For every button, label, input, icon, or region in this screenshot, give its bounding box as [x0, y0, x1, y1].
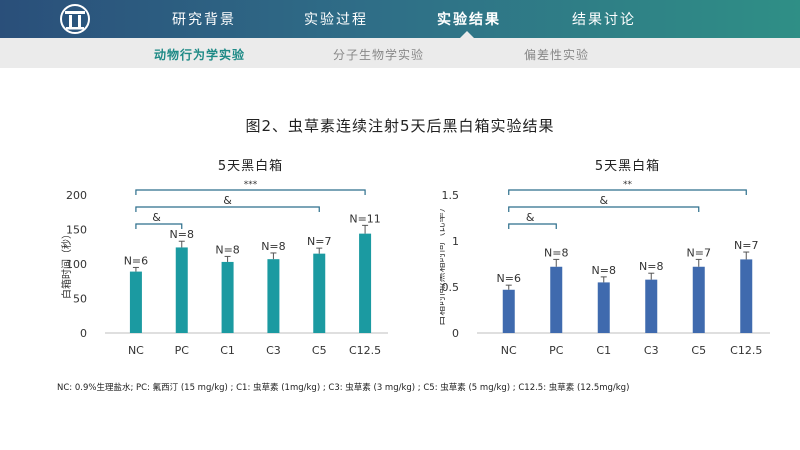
chart-1-significance-bracket [508, 189, 747, 195]
university-logo-icon [60, 4, 90, 34]
chart-0-title: 5天黑白箱 [218, 158, 283, 174]
nav-item-results-discussion[interactable]: 结果讨论 [572, 12, 636, 28]
chart-0-bar-C3 [267, 259, 280, 333]
chart-1-n-label: N=8 [592, 264, 616, 277]
chart-0-significance-bracket [135, 206, 320, 212]
chart-1-y-axis-label: 白箱时间/黑箱时间（比率） [440, 202, 447, 325]
chart-0-n-label: N=8 [215, 243, 239, 256]
chart-1-significance-label: & [526, 211, 535, 224]
chart-0-bar-C5 [313, 253, 326, 333]
chart-1-n-label: N=7 [687, 246, 711, 259]
chart-1-n-label: N=8 [639, 260, 663, 273]
chart-0-bar-C1 [221, 261, 234, 333]
active-nav-caret-icon [460, 31, 474, 38]
chart-0-n-label: N=8 [170, 228, 194, 241]
footnote: NC: 0.9%生理盐水; PC: 氟西汀 (15 mg/kg) ; C1: 虫… [57, 383, 630, 393]
chart-1-y-tick-label: 1 [452, 235, 459, 248]
chart-0-bar-NC [129, 271, 142, 333]
chart-0-category-label: C5 [312, 344, 327, 357]
nav-item-experiment-results[interactable]: 实验结果 [437, 12, 501, 28]
chart-0-bar-PC [175, 247, 188, 333]
nav-item-experiment-process[interactable]: 实验过程 [304, 12, 368, 28]
chart-1-n-label: N=7 [734, 239, 758, 252]
chart-0-category-label: C3 [266, 344, 281, 357]
chart-0-significance-label: & [152, 211, 161, 224]
chart-1-bar-C12.5 [740, 259, 753, 333]
figure-title: 图2、虫草素连续注射5天后黑白箱实验结果 [245, 117, 555, 135]
chart-0-category-label: PC [175, 344, 190, 357]
chart-0-bar-C12.5 [359, 233, 372, 333]
chart-1-significance-bracket [508, 206, 700, 212]
chart-1-category-label: NC [501, 344, 517, 357]
chart-1-significance-label: ** [623, 180, 633, 190]
chart-0-significance-bracket [135, 189, 366, 195]
chart-1-y-tick-label: 0 [452, 327, 459, 340]
chart-0-significance-label: *** [244, 180, 258, 190]
chart-1-n-label: N=8 [544, 246, 568, 259]
chart-1-bar-C1 [597, 282, 610, 333]
chart-right: 5天黑白箱白箱时间/黑箱时间（比率） 0 0.5 1 1.5 N=6 NC N=8 PC N=8 C… [440, 150, 780, 365]
chart-0-category-label: NC [128, 344, 144, 357]
top-nav-bar: 研究背景 实验过程 实验结果 结果讨论 [0, 0, 800, 38]
chart-1-bar-C5 [692, 266, 705, 333]
chart-0-y-tick-label: 100 [66, 258, 87, 271]
chart-0-n-label: N=7 [307, 235, 331, 248]
chart-1-y-tick-label: 1.5 [442, 189, 460, 202]
chart-0-y-tick-label: 150 [66, 224, 87, 237]
chart-0-n-label: N=8 [261, 240, 285, 253]
chart-1-n-label: N=6 [497, 272, 521, 285]
chart-1-category-label: C12.5 [730, 344, 762, 357]
chart-1-bar-PC [550, 266, 563, 333]
subnav-item-molecular-biology[interactable]: 分子生物学实验 [333, 48, 425, 62]
chart-0-y-tick-label: 200 [66, 189, 87, 202]
chart-0-n-label: N=11 [349, 212, 380, 225]
chart-1-category-label: PC [549, 344, 564, 357]
chart-1-bar-NC [502, 289, 515, 333]
chart-1-significance-label: & [599, 194, 608, 207]
nav-item-research-background[interactable]: 研究背景 [172, 12, 236, 28]
chart-0-category-label: C1 [220, 344, 235, 357]
chart-left: 5天黑白箱白箱时间（秒） 0 50 100 150 200 N=6 NC N=8 PC N=8 C1 N… [58, 150, 398, 365]
chart-1-category-label: C5 [691, 344, 706, 357]
chart-0-y-tick-label: 50 [73, 293, 87, 306]
subnav-item-bias-experiment[interactable]: 偏差性实验 [524, 48, 590, 62]
chart-1-category-label: C1 [596, 344, 611, 357]
chart-0-n-label: N=6 [124, 254, 148, 267]
chart-0-y-axis-label: 白箱时间（秒） [60, 229, 73, 299]
chart-0-category-label: C12.5 [349, 344, 381, 357]
chart-1-bar-C3 [645, 279, 658, 333]
chart-0-significance-label: & [223, 194, 232, 207]
sub-nav-bar: 动物行为学实验 分子生物学实验 偏差性实验 [0, 38, 800, 68]
subnav-item-animal-behavior[interactable]: 动物行为学实验 [154, 48, 246, 62]
chart-1-y-tick-label: 0.5 [442, 281, 460, 294]
chart-0-significance-bracket [135, 223, 183, 229]
chart-1-significance-bracket [508, 223, 557, 229]
chart-1-category-label: C3 [644, 344, 659, 357]
chart-1-title: 5天黑白箱 [595, 158, 660, 174]
chart-0-y-tick-label: 0 [80, 327, 87, 340]
